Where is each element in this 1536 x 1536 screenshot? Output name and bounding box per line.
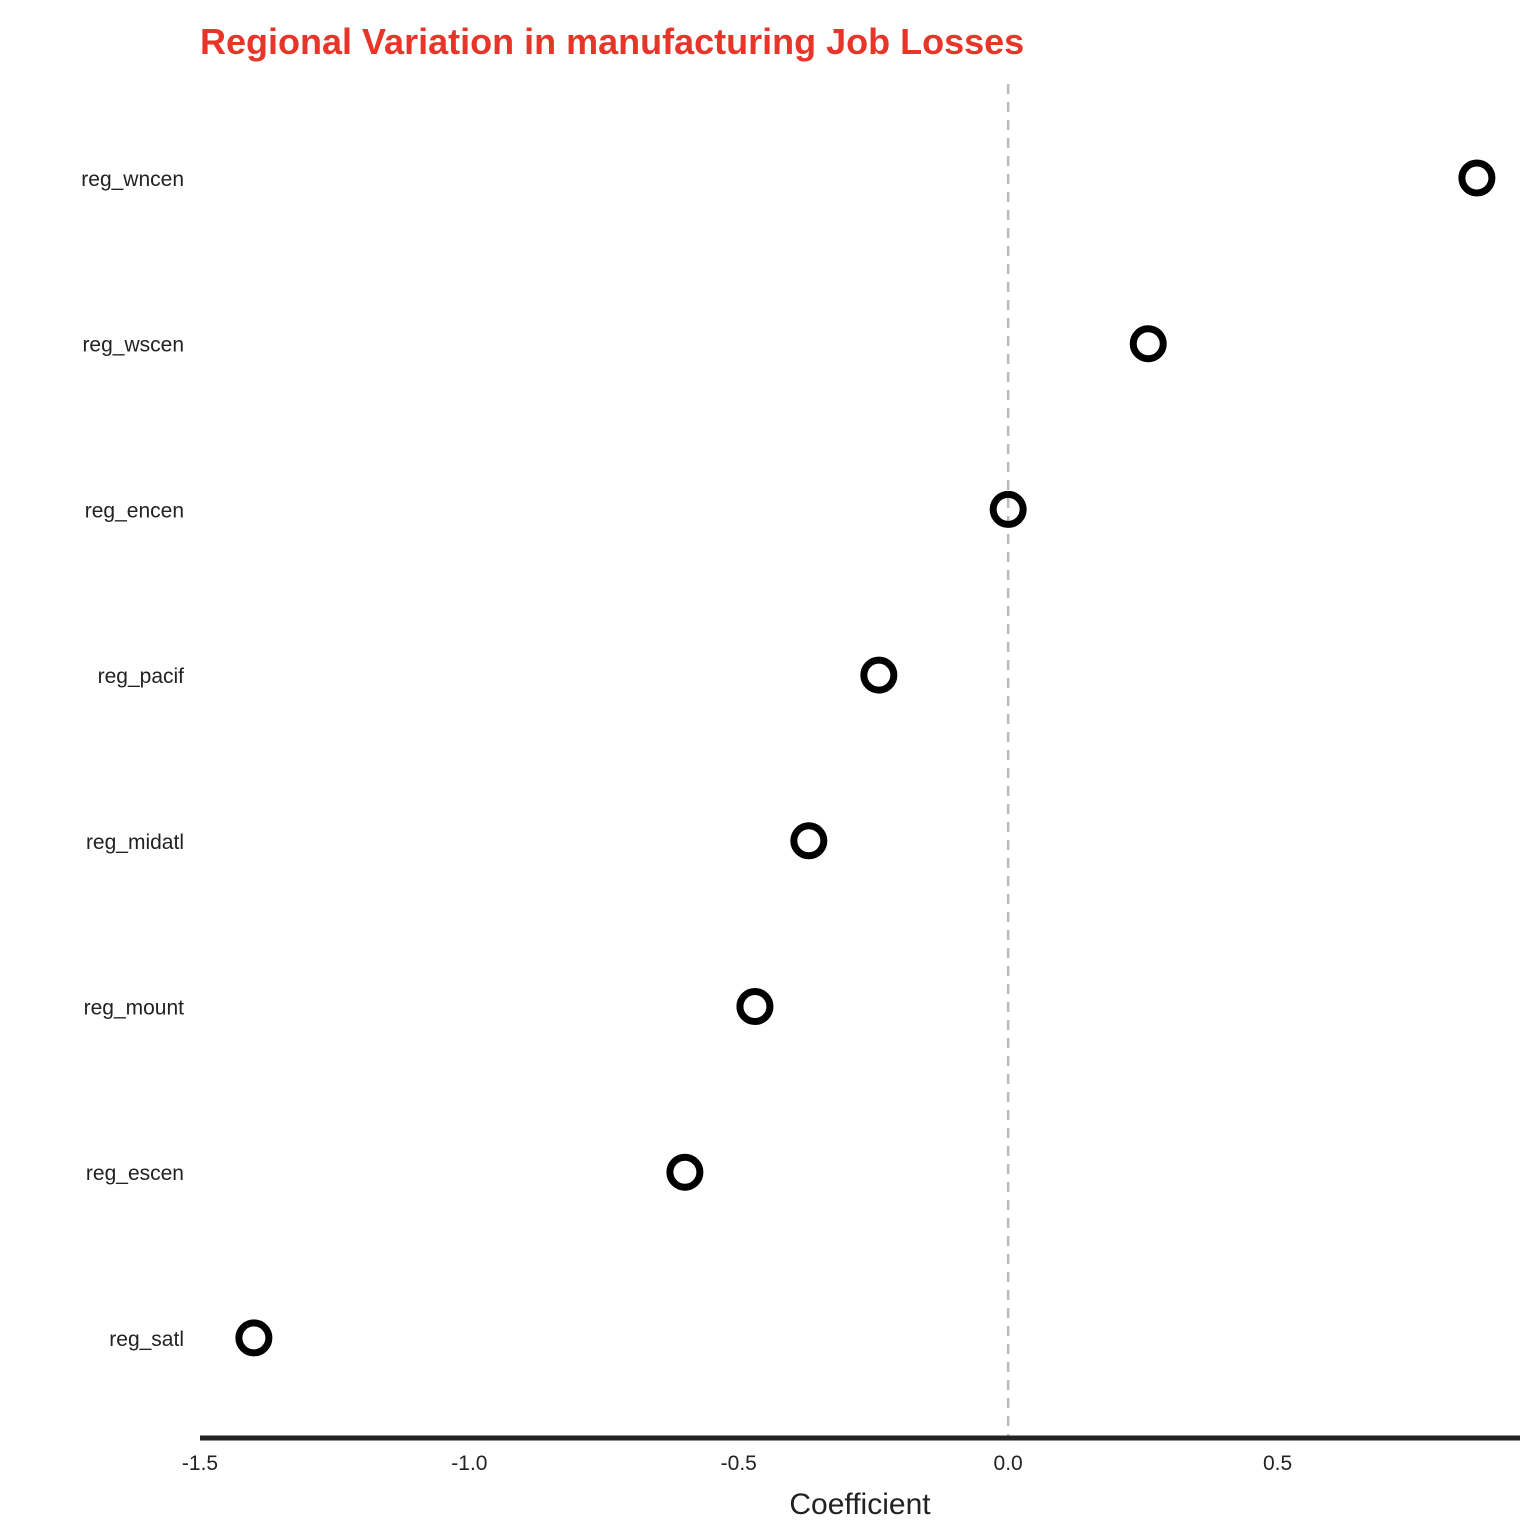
y-axis-label-reg_wncen: reg_wncen [81,168,184,191]
data-point-reg_midatl [790,822,828,860]
data-point-reg_wncen [1458,159,1496,197]
y-axis-label-reg_mount: reg_mount [84,997,185,1020]
data-point-reg_escen [666,1153,704,1191]
data-points [235,159,1496,1357]
data-point-reg_pacif [860,656,898,694]
y-axis-label-reg_midatl: reg_midatl [86,831,184,854]
y-axis-label-reg_escen: reg_escen [86,1162,184,1185]
x-tick-label: -1.0 [451,1452,487,1475]
y-axis-label-reg_wscen: reg_wscen [82,334,184,357]
y-axis-label-reg_encen: reg_encen [85,499,184,522]
chart-title: Regional Variation in manufacturing Job … [200,21,1024,62]
y-axis-label-reg_satl: reg_satl [109,1328,184,1351]
x-axis-title: Coefficient [789,1488,931,1521]
x-tick-label: -1.5 [182,1452,218,1475]
data-point-reg_satl [235,1319,273,1357]
data-point-reg_mount [736,988,774,1025]
data-point-reg_wscen [1129,325,1167,363]
y-axis-label-reg_pacif: reg_pacif [98,665,185,688]
x-tick-label: 0.0 [994,1452,1023,1475]
x-axis-ticks: -1.5 -1.0 -0.5 0.0 0.5 [182,1452,1292,1475]
y-axis-labels: reg_wncen reg_wscen reg_encen reg_pacif reg_… [81,168,184,1351]
x-tick-label: 0.5 [1263,1452,1292,1475]
data-point-reg_encen [989,490,1027,528]
x-tick-label: -0.5 [721,1452,757,1475]
